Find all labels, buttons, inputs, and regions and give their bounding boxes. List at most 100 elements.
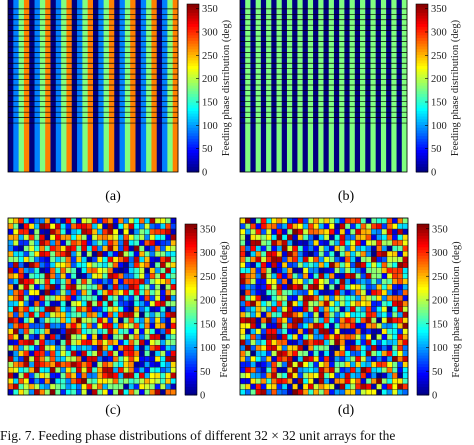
heatmap-cell	[376, 300, 382, 307]
heatmap-cell	[13, 284, 19, 291]
heatmap-cell	[160, 295, 166, 302]
colorbar-tick-label: 300	[431, 28, 447, 39]
heatmap-cell	[86, 372, 93, 379]
heatmap-cell	[18, 378, 24, 385]
heatmap-cell	[308, 383, 314, 390]
colorbar-segment	[185, 372, 197, 376]
heatmap-cell	[344, 372, 351, 379]
heatmap-cell	[7, 333, 14, 340]
heatmap-cell	[287, 234, 293, 241]
heatmap-cell	[276, 267, 283, 274]
heatmap-cell	[386, 284, 393, 291]
heatmap-column	[302, 0, 309, 172]
heatmap-cell	[381, 267, 388, 274]
heatmap-cell	[276, 289, 283, 296]
heatmap-cell	[144, 350, 150, 357]
colorbar-segment	[417, 377, 429, 382]
heatmap-cell	[308, 278, 314, 285]
heatmap-cell	[149, 378, 156, 385]
heatmap-column	[39, 0, 46, 172]
heatmap-cell	[133, 339, 140, 346]
heatmap-cell	[334, 317, 340, 324]
heatmap-cell	[39, 345, 45, 351]
heatmap-cell	[276, 306, 283, 313]
heatmap-cell	[76, 311, 82, 318]
heatmap-cell	[281, 228, 288, 235]
heatmap-cell	[339, 372, 346, 379]
heatmap-cell	[239, 372, 246, 379]
heatmap-cell	[318, 339, 325, 346]
heatmap-cell	[165, 328, 171, 335]
heatmap-cell	[292, 278, 298, 285]
heatmap-cell	[112, 239, 119, 246]
heatmap-cell	[70, 322, 77, 329]
heatmap-cell	[344, 234, 351, 241]
colorbar-segment	[416, 40, 428, 44]
heatmap-cell	[123, 273, 129, 280]
heatmap-cell	[13, 345, 19, 351]
heatmap-column	[286, 0, 293, 172]
heatmap-cell	[81, 389, 87, 396]
heatmap-cell	[149, 350, 156, 357]
colorbar-segment	[417, 375, 429, 379]
heatmap-cell	[287, 239, 293, 246]
heatmap-cell	[239, 284, 246, 291]
heatmap-cell	[13, 295, 19, 302]
heatmap-cell	[55, 284, 61, 291]
heatmap-cell	[165, 383, 171, 390]
heatmap-cell	[381, 367, 388, 374]
heatmap-cell	[371, 317, 377, 324]
heatmap-cell	[266, 239, 272, 246]
heatmap-cell	[107, 262, 114, 268]
heatmap-cell	[386, 273, 393, 280]
heatmap-cell	[28, 251, 35, 257]
colorbar-segment	[416, 88, 428, 92]
heatmap-cell	[107, 345, 114, 351]
heatmap-cell	[302, 234, 309, 241]
heatmap-cell	[318, 256, 325, 263]
heatmap-cell	[350, 245, 356, 252]
heatmap-cell	[250, 256, 256, 263]
heatmap-cell	[386, 228, 393, 235]
heatmap-cell	[239, 350, 246, 357]
heatmap-cell	[381, 361, 388, 368]
colorbar-label: Feeding phase distribution (deg)	[219, 241, 230, 378]
heatmap-cell	[397, 311, 403, 318]
heatmap-cell	[360, 228, 367, 235]
heatmap-cell	[313, 234, 319, 241]
heatmap-cell	[266, 333, 272, 340]
heatmap-cell	[97, 328, 103, 335]
heatmap-cell	[344, 317, 351, 324]
colorbar-segment	[187, 116, 199, 120]
heatmap-cell	[266, 389, 272, 396]
heatmap-cell	[239, 245, 246, 252]
heatmap-cell	[102, 328, 108, 335]
heatmap-cell	[297, 251, 304, 257]
heatmap-cell	[39, 317, 45, 324]
heatmap-cell	[365, 317, 372, 324]
heatmap-cell	[34, 278, 40, 285]
heatmap-cell	[165, 234, 171, 241]
heatmap-cell	[70, 328, 77, 335]
heatmap-cell	[97, 251, 103, 257]
heatmap-cell	[91, 322, 98, 329]
heatmap-cell	[292, 300, 298, 307]
heatmap-cell	[39, 389, 45, 396]
heatmap-cell	[276, 223, 283, 230]
heatmap-cell	[350, 256, 356, 263]
heatmap-column	[50, 0, 57, 172]
heatmap-cell	[76, 256, 82, 263]
colorbar-segment	[416, 99, 428, 103]
heatmap-cell	[397, 317, 403, 324]
heatmap-cell	[18, 383, 24, 390]
heatmap-cell	[392, 223, 398, 230]
heatmap-cell	[7, 339, 14, 346]
colorbar-segment	[417, 357, 429, 362]
heatmap-cell	[170, 217, 177, 224]
colorbar-segment	[185, 298, 197, 302]
heatmap-cell	[292, 245, 298, 252]
heatmap-cell	[154, 262, 161, 268]
heatmap-cell	[39, 278, 45, 285]
heatmap-cell	[55, 239, 61, 246]
